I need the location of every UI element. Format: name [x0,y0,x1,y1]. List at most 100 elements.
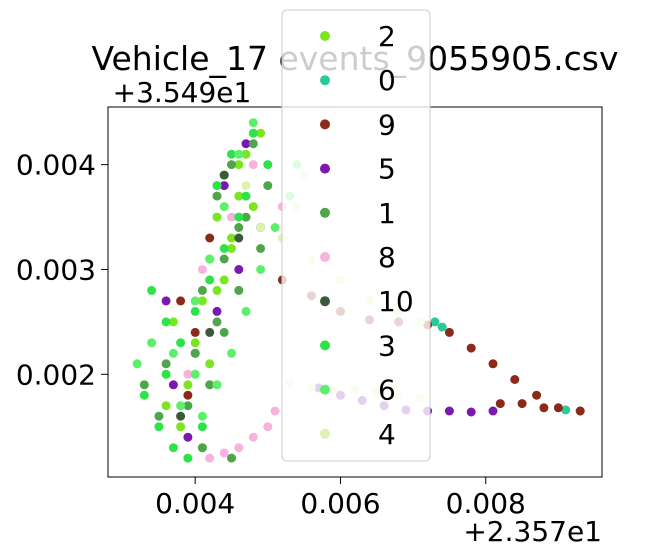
point-series-2-10 [227,233,236,243]
point-series-1-18 [197,443,207,453]
point-series-6-2 [168,348,178,358]
legend-label-3: 3 [378,329,396,362]
point-series-9-13 [539,403,549,413]
point-series-5-12 [234,265,244,274]
point-series-2-8 [219,275,229,285]
point-series-2-18 [227,244,236,253]
point-series-9-15 [495,399,505,409]
point-series-1-0 [154,411,164,421]
point-series-3-1 [154,422,164,432]
point-series-1-5 [190,348,200,358]
point-series-3-14 [183,453,193,463]
point-series-8-7 [227,212,236,222]
point-series-2-5 [190,338,200,348]
point-series-1-14 [241,212,251,222]
point-series-2-4 [205,359,215,369]
point-series-2-12 [234,191,244,201]
point-series-0-2 [437,322,447,332]
point-series-2-2 [161,401,171,411]
point-series-3-0 [168,443,178,453]
legend-marker-1 [320,207,330,218]
point-series-8-9 [248,160,258,170]
point-series-2-15 [256,128,266,138]
point-series-5-2 [444,406,454,416]
point-series-8-1 [219,448,229,458]
point-series-8-0 [205,453,215,463]
point-series-10-3 [219,170,229,180]
point-series-3-12 [263,160,273,170]
point-series-8-3 [248,432,258,442]
point-series-5-14 [219,181,229,191]
point-series-3-5 [190,306,200,316]
point-series-9-19 [183,390,193,400]
legend: 2 0 9 5 1 8 10 3 6 4 [281,9,431,462]
point-series-6-13 [248,118,258,128]
point-series-9-16 [190,327,200,337]
point-series-1-1 [139,380,149,390]
point-series-6-7 [227,348,236,358]
point-series-1-13 [263,181,273,191]
point-series-6-16 [205,254,215,264]
legend-label-8: 8 [378,241,396,274]
legend-label-2: 2 [378,20,396,53]
point-series-9-12 [575,406,585,416]
point-series-1-10 [212,191,222,201]
y-tick-label-0: 0.002 [16,358,96,391]
legend-marker-5 [320,163,330,174]
point-series-3-3 [161,369,171,379]
point-series-0-1 [561,405,571,415]
point-series-1-16 [234,285,244,295]
legend-marker-0 [320,75,330,86]
point-series-3-6 [205,275,215,285]
point-series-2-7 [197,296,207,306]
legend-marker-3 [320,340,330,351]
legend-label-10: 10 [378,285,414,318]
point-series-2-17 [248,202,258,212]
point-series-4-15 [241,181,251,191]
point-series-5-9 [168,380,178,390]
point-series-8-10 [183,369,193,379]
point-series-3-4 [176,338,186,348]
y-axis: 0.002 0.003 0.004 [16,149,108,391]
point-series-6-5 [197,411,207,421]
point-series-3-13 [241,191,251,201]
point-series-1-7 [197,285,207,295]
point-series-9-7 [466,343,476,353]
point-series-8-5 [270,406,280,416]
point-series-10-0 [176,411,186,421]
point-series-2-1 [176,422,186,432]
point-series-3-9 [212,181,222,191]
point-series-2-11 [212,212,222,222]
point-series-1-15 [256,244,266,253]
point-series-9-11 [553,403,563,413]
point-series-2-6 [168,317,178,327]
point-series-0-3 [430,317,440,327]
y-tick-label-1: 0.003 [16,253,96,286]
legend-label-9: 9 [378,108,396,141]
legend-label-1: 1 [378,197,396,230]
point-series-3-11 [248,128,258,138]
x-tick-label-1: 0.006 [300,487,380,520]
point-series-9-6 [444,327,454,337]
legend-marker-10 [320,296,330,307]
legend-label-0: 0 [378,64,396,97]
point-series-3-8 [234,212,244,222]
point-series-6-3 [190,369,200,379]
point-series-1-12 [248,139,258,149]
point-series-3-16 [161,317,171,327]
point-series-5-15 [241,139,251,149]
x-axis: 0.004 0.006 0.008 [155,477,526,520]
legend-label-4: 4 [378,418,396,451]
legend-marker-6 [320,384,330,395]
point-series-5-16 [161,296,171,306]
point-series-1-4 [205,380,215,390]
point-series-1-3 [183,401,193,411]
legend-label-5: 5 [378,153,396,186]
point-series-5-0 [488,406,498,416]
y-tick-label-2: 0.004 [16,149,96,182]
point-series-8-4 [263,422,273,432]
legend-marker-9 [320,119,330,130]
point-series-1-9 [234,223,244,232]
point-series-9-14 [517,399,527,409]
point-series-6-9 [256,265,266,274]
